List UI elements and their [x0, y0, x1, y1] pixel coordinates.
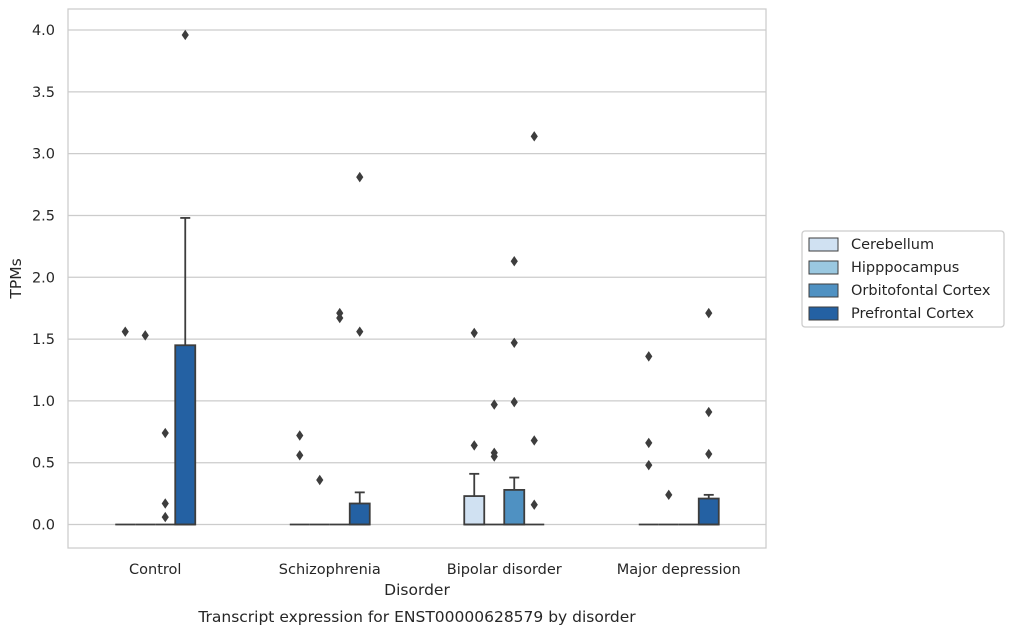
outlier-point	[470, 327, 478, 339]
outlier-point	[296, 430, 304, 441]
box-group	[503, 255, 526, 526]
y-tick-label: 1.0	[32, 394, 55, 410]
x-tick-label: Schizophrenia	[279, 562, 381, 578]
box-group	[658, 489, 679, 526]
legend-swatch	[808, 237, 839, 252]
outlier-point	[121, 326, 129, 337]
y-tick-label: 0.5	[32, 456, 55, 472]
box-group	[484, 399, 505, 526]
y-tick-label: 3.0	[32, 147, 55, 163]
y-tick-label: 3.5	[32, 85, 55, 101]
outlier-point	[161, 427, 169, 439]
outlier-point	[665, 489, 673, 501]
box-group	[135, 330, 156, 526]
outlier-point	[296, 450, 304, 461]
outlier-point	[530, 435, 538, 446]
plot-area-frame	[67, 8, 767, 549]
legend-label: Orbitofontal Cortex	[851, 283, 991, 299]
legend-label: Hipppocampus	[851, 260, 959, 276]
outlier-point	[510, 255, 518, 267]
y-tick-label: 2.5	[32, 208, 55, 224]
box	[503, 488, 526, 526]
outlier-point	[161, 511, 169, 523]
outlier-point	[336, 312, 344, 324]
box-group	[309, 474, 330, 526]
y-tick-label: 4.0	[32, 23, 55, 39]
outlier-point	[181, 29, 189, 41]
outlier-point	[510, 396, 518, 408]
outlier-point	[141, 330, 149, 341]
legend: Cerebellum Hipppocampus Orbitofontal Corte…	[801, 230, 1005, 328]
outlier-point	[645, 459, 653, 471]
box-group	[174, 29, 197, 526]
box-group	[115, 326, 136, 526]
box	[697, 497, 720, 526]
legend-label: Cerebellum	[851, 237, 934, 253]
y-axis-label: TPMs	[7, 258, 25, 299]
outlier-point	[530, 131, 538, 142]
x-tick-label: Control	[129, 562, 181, 578]
legend-swatch	[808, 260, 839, 275]
box	[174, 344, 197, 526]
y-tick-label: 0.0	[32, 518, 55, 534]
outlier-point	[645, 351, 653, 362]
outlier-point	[510, 337, 518, 348]
outlier-point	[470, 440, 478, 451]
outlier-point	[705, 307, 713, 319]
legend-frame	[801, 230, 1005, 328]
x-tick-label: Bipolar disorder	[447, 562, 562, 578]
outlier-point	[645, 437, 653, 449]
outlier-point	[530, 499, 538, 510]
box-group	[348, 171, 371, 526]
box-group	[524, 131, 545, 526]
legend-swatch	[808, 306, 839, 321]
outlier-point	[316, 474, 324, 486]
chart-caption: Transcript expression for ENST0000062857…	[197, 608, 636, 626]
x-axis-label: Disorder	[384, 581, 450, 599]
y-tick-label: 1.5	[32, 332, 55, 348]
box	[463, 495, 486, 526]
outlier-point	[705, 448, 713, 460]
x-tick-label: Major depression	[617, 562, 741, 578]
x-axis-ticks: Control Schizophrenia Bipolar disorder Majo…	[129, 562, 741, 578]
legend-label: Prefrontal Cortex	[851, 306, 974, 322]
box-group	[289, 430, 310, 526]
outlier-point	[356, 326, 364, 337]
box-group	[697, 307, 720, 526]
y-tick-label: 2.0	[32, 270, 55, 286]
outlier-point	[161, 498, 169, 509]
box-group	[329, 307, 350, 526]
box-group	[638, 351, 659, 526]
box	[348, 502, 371, 526]
outlier-point	[705, 406, 713, 418]
outlier-point	[490, 399, 498, 410]
grid-lines	[68, 29, 766, 526]
box-group	[155, 427, 176, 526]
outlier-point	[490, 451, 498, 462]
box-group	[463, 327, 486, 526]
y-axis-ticks: 0.0 0.5 1.0 1.5 2.0 2.5 3.0 3.5 4.0	[32, 23, 55, 533]
legend-swatch	[808, 283, 839, 298]
box-plot-marks	[115, 29, 720, 526]
outlier-point	[356, 171, 364, 183]
